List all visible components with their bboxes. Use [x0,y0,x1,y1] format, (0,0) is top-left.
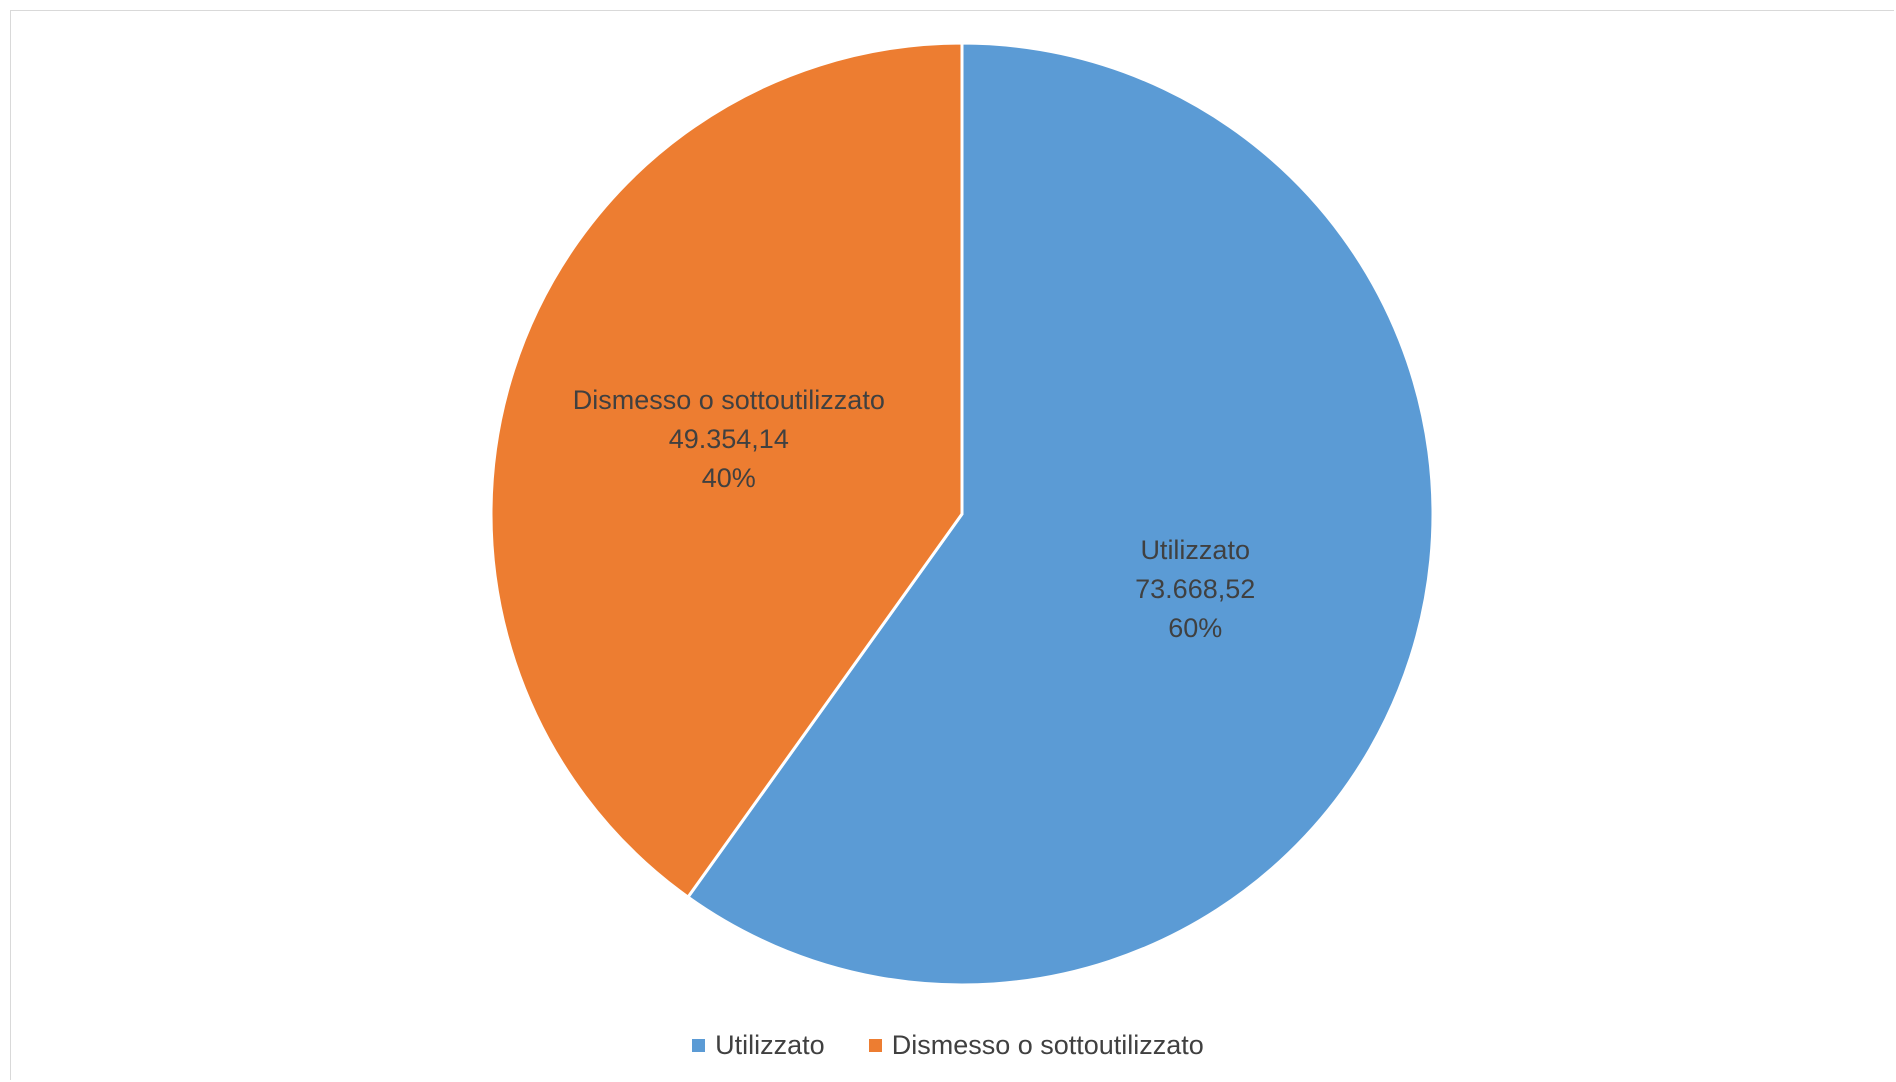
slice-percent-label: 60% [1168,613,1222,643]
legend-label-utilizzato: Utilizzato [715,1029,825,1060]
slice-value-label: 49.354,14 [669,424,789,454]
legend-item-dismesso: Dismesso o sottoutilizzato [868,1029,1204,1061]
slice-label-dismesso: Dismesso o sottoutilizzato 49.354,14 40% [573,385,885,493]
pie-slice-utilizzato [685,41,1435,987]
slice-category-label: Utilizzato [1140,535,1250,565]
slice-category-label: Dismesso o sottoutilizzato [573,385,885,415]
slice-percent-label: 40% [702,463,756,493]
slice-label-utilizzato: Utilizzato 73.668,52 60% [1135,535,1255,643]
slice-value-label: 73.668,52 [1135,574,1255,604]
legend-item-utilizzato: Utilizzato [692,1030,825,1061]
legend-swatch-utilizzato [692,1038,706,1052]
pie-slice-dismesso [489,41,964,900]
legend: Utilizzato Dismesso o sottoutilizzato [0,1025,1896,1065]
legend-swatch-dismesso [868,1038,882,1052]
legend-label-dismesso: Dismesso o sottoutilizzato [891,1029,1204,1060]
